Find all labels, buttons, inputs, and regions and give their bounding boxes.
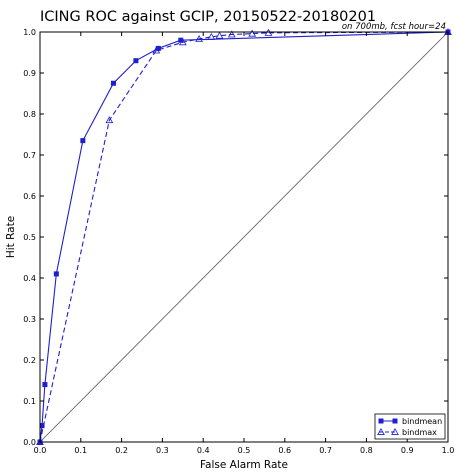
legend-item-bindmax: bindmax: [377, 427, 437, 437]
data-point-bindmean: [80, 138, 86, 144]
y-axis-label: Hit Rate: [5, 216, 17, 258]
plot-area: [36, 27, 452, 445]
x-tick-label: 0.8: [360, 446, 373, 455]
chart-subtitle: on 700mb, fcst hour=24: [342, 22, 446, 32]
y-tick-label: 0.3: [23, 315, 36, 324]
data-point-bindmax: [195, 34, 203, 42]
y-tick-label: 0.6: [23, 192, 36, 201]
x-tick-label: 1.0: [442, 446, 454, 455]
y-tick-label: 0.1: [23, 397, 36, 406]
legend-label: bindmean: [402, 417, 442, 426]
legend-marker: [392, 418, 398, 424]
x-axis-ticks: 0.0 0.1 0.2 0.3 0.4 0.5 0.6 0.7 0.8 0.9 1.0: [34, 32, 454, 455]
data-point-bindmax: [178, 38, 187, 46]
series-line-bindmean: [39, 31, 449, 443]
y-tick-label: 0.0: [23, 438, 36, 447]
data-point-bindmax: [152, 46, 161, 54]
data-point-bindmax: [248, 29, 257, 37]
y-tick-label: 0.4: [23, 274, 36, 283]
x-tick-label: 0.5: [238, 446, 251, 455]
reference-line-layer: [39, 31, 449, 443]
data-point-bindmean: [42, 382, 48, 388]
legend: bindmean bindmax: [374, 413, 446, 440]
x-tick-label: 0.6: [278, 446, 291, 455]
legend-box: [374, 413, 446, 440]
legend-marker: [377, 427, 385, 435]
x-tick-label: 0.0: [34, 446, 47, 455]
data-point-bindmax: [207, 32, 216, 40]
reference-diagonal-line: [39, 31, 449, 443]
legend-item-bindmean: bindmean: [378, 417, 442, 426]
data-point-bindmax: [105, 116, 114, 124]
data-point-bindmax: [227, 30, 236, 38]
y-tick-label: 1.0: [23, 28, 36, 37]
legend-marker: [391, 427, 399, 435]
y-tick-label: 0.5: [23, 233, 36, 242]
chart-title: ICING ROC against GCIP, 20150522-2018020…: [40, 9, 376, 25]
y-axis-ticks: 0.0 0.1 0.2 0.3 0.4 0.5 0.6 0.7 0.8 0.9 1.0: [23, 28, 448, 447]
legend-label: bindmax: [402, 428, 437, 437]
x-tick-label: 0.9: [401, 446, 414, 455]
legend-items: bindmean bindmax: [377, 417, 442, 437]
y-tick-label: 0.7: [23, 151, 36, 160]
y-tick-label: 0.9: [23, 69, 36, 78]
legend-marker: [378, 418, 384, 424]
data-point-bindmean: [133, 58, 139, 64]
y-tick-label: 0.8: [23, 110, 36, 119]
x-tick-label: 0.2: [115, 446, 128, 455]
y-tick-label: 0.2: [23, 356, 36, 365]
x-tick-label: 0.3: [156, 446, 169, 455]
x-tick-label: 0.1: [74, 446, 87, 455]
series-line-bindmax: [39, 31, 449, 443]
data-point-bindmean: [110, 80, 116, 86]
data-point-bindmean: [53, 271, 59, 277]
x-tick-label: 0.7: [319, 446, 332, 455]
data-point-bindmax: [215, 31, 224, 39]
x-axis-label: False Alarm Rate: [200, 459, 288, 471]
x-tick-label: 0.4: [197, 446, 210, 455]
